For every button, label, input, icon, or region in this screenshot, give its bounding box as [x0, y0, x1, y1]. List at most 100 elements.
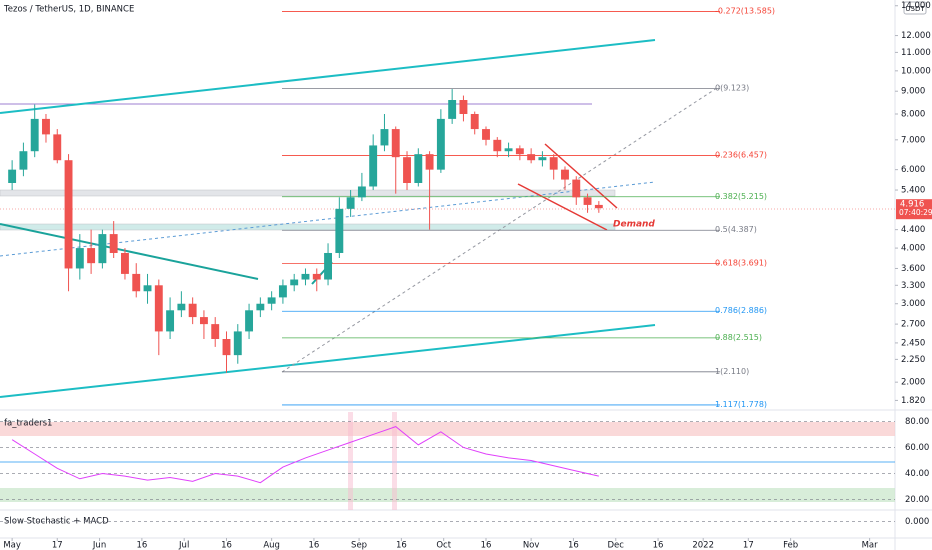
candle-body: [391, 129, 400, 158]
fib-label: 0.236(6.457): [715, 150, 767, 159]
x-tick-label: 16: [481, 541, 492, 550]
fib-label: 1(2.110): [715, 367, 749, 376]
candle-body: [154, 285, 163, 332]
candle-body: [335, 208, 344, 253]
price-tag: [896, 199, 932, 220]
y-tick-label: 10.000: [901, 66, 931, 76]
y-tick-label: 9.000: [901, 87, 925, 97]
x-tick-label: 17: [743, 541, 754, 550]
candle-body: [245, 310, 254, 332]
candle-body: [561, 169, 569, 180]
oscillator-line: [11, 426, 599, 484]
fib-label: 0.5(4.387): [715, 225, 757, 234]
x-tick-label: May: [3, 541, 21, 550]
y-tick-label: 3.000: [901, 299, 925, 309]
candle-body: [256, 303, 265, 311]
y-tick-label: 2.000: [901, 378, 925, 388]
x-tick-label: Jul: [178, 541, 189, 550]
y-tick-label: 3.300: [901, 281, 925, 291]
candle-body: [346, 197, 355, 209]
candle-body: [470, 113, 479, 130]
y-tick-label: 14.000: [901, 1, 931, 11]
fib-label: 0(9.123): [715, 84, 749, 93]
wedge-line: [544, 143, 618, 209]
candle-body: [42, 118, 50, 135]
candle-body: [414, 154, 423, 183]
candle-body: [594, 204, 603, 209]
x-tick-label: Nov: [523, 541, 540, 550]
fib-label: 0.786(2.886): [715, 306, 767, 315]
x-tick-label: Jun: [92, 541, 106, 550]
demand-zone: [0, 223, 616, 231]
candle-body: [436, 118, 445, 170]
candle-body: [459, 100, 468, 114]
candle-body: [19, 151, 28, 170]
candle-body: [403, 157, 411, 183]
candle-body: [493, 139, 502, 152]
candle-body: [369, 145, 378, 187]
trend-line: [0, 223, 259, 280]
candle-body: [211, 324, 220, 340]
symbol-header: Tezos / TetherUS, 1D, BINANCE: [3, 5, 134, 15]
candle-body: [324, 252, 332, 280]
currency[interactable]: USDT: [905, 5, 925, 13]
fib-label: -0.272(13.585): [715, 7, 775, 16]
x-tick-label: Mar: [862, 541, 879, 550]
x-tick-label: Dec: [608, 541, 625, 550]
fib-label: 0.618(3.691): [715, 259, 767, 268]
candle-body: [380, 129, 389, 146]
y-tick-label: 12.000: [901, 31, 931, 41]
candle-body: [572, 179, 581, 198]
candle-body: [482, 129, 490, 140]
candle-body: [8, 169, 17, 183]
candle-body: [98, 234, 107, 264]
y-tick-label: 60.00: [905, 443, 929, 453]
candles: [8, 89, 603, 373]
x-tick-label: 16: [309, 541, 320, 550]
y-tick-label: 0.000: [905, 517, 929, 527]
dashed-trend: [0, 181, 656, 257]
candle-body: [199, 317, 208, 325]
x-tick-label: 17: [52, 541, 63, 550]
candle-body: [357, 186, 366, 198]
candle-body: [53, 134, 62, 161]
candle-body: [30, 118, 39, 152]
x-tick-label: Feb: [783, 541, 798, 550]
candle-body: [278, 285, 287, 298]
candle-body: [504, 148, 513, 152]
candle-body: [121, 252, 129, 274]
candle-body: [222, 339, 231, 356]
x-tick-label: 16: [136, 541, 147, 550]
x-tick-label: 2022: [692, 541, 714, 550]
last-price: 4.916: [900, 200, 924, 210]
candle-body: [425, 154, 434, 170]
candle-body: [515, 148, 524, 155]
x-tick-label: Oct: [436, 541, 451, 550]
wedge-line: [517, 183, 608, 231]
x-tick-label: 16: [221, 541, 232, 550]
candle-body: [233, 331, 242, 356]
y-tick-label: 5.400: [901, 186, 925, 196]
oversold-zone: [0, 488, 895, 502]
candle-body: [448, 100, 457, 119]
channel-top: [0, 39, 656, 114]
candle-body: [64, 160, 73, 269]
candle-body: [267, 297, 276, 304]
y-tick-label: 8.000: [901, 109, 925, 119]
x-tick-label: Aug: [263, 541, 280, 550]
candle-body: [538, 157, 547, 161]
y-tick-label: 80.00: [905, 417, 929, 427]
candle-body: [583, 197, 592, 205]
candle-body: [177, 303, 186, 311]
x-tick-label: 16: [653, 541, 664, 550]
candle-body: [132, 273, 141, 292]
fib-label: 0.88(2.515): [715, 333, 762, 342]
fib-label: 0.382(5.215): [715, 192, 767, 201]
y-tick-label: 4.400: [901, 225, 925, 235]
candle-body: [109, 234, 118, 253]
currency-box[interactable]: [903, 1, 927, 15]
highlight: [392, 412, 397, 510]
x-tick-label: 16: [396, 541, 407, 550]
